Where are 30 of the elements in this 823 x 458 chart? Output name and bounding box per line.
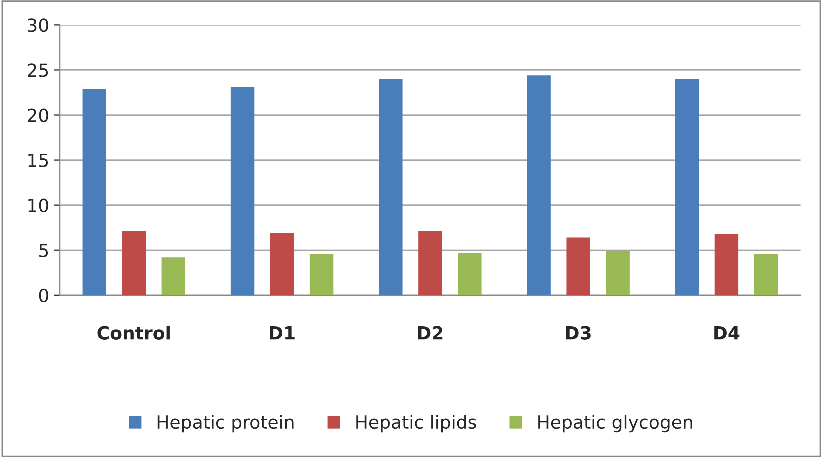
bar <box>566 238 590 296</box>
y-tick-label: 25 <box>28 64 48 78</box>
bar <box>606 251 630 296</box>
bar <box>230 87 255 296</box>
y-tick-label: 30 <box>28 18 48 32</box>
x-tick-label: D1 <box>270 326 295 340</box>
bar <box>458 253 482 296</box>
bar <box>379 79 403 296</box>
legend-label: Hepatic glycogen <box>538 415 692 433</box>
bar <box>162 258 186 296</box>
bar <box>754 254 778 296</box>
x-tick-label: D3 <box>566 326 591 340</box>
bar <box>527 76 551 296</box>
x-tick-label: D4 <box>714 326 740 340</box>
legend-label: Hepatic protein <box>158 415 294 433</box>
y-tick-label: 5 <box>40 244 48 258</box>
y-tick-label: 0 <box>39 288 48 303</box>
bar <box>675 79 700 296</box>
x-tick-label: D2 <box>418 326 443 340</box>
bar <box>82 89 106 296</box>
y-tick-label: 15 <box>28 154 48 168</box>
bar <box>418 231 442 296</box>
legend-label: Hepatic lipids <box>356 415 476 433</box>
y-tick-label: 20 <box>28 108 48 122</box>
bar <box>270 233 294 296</box>
bar <box>310 254 334 296</box>
bar <box>122 231 146 296</box>
y-tick-label: 10 <box>28 198 48 212</box>
x-tick-label: Control <box>98 326 170 340</box>
bar <box>714 234 739 296</box>
